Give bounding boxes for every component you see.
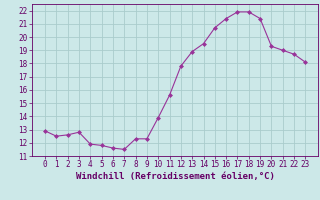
- X-axis label: Windchill (Refroidissement éolien,°C): Windchill (Refroidissement éolien,°C): [76, 172, 275, 181]
